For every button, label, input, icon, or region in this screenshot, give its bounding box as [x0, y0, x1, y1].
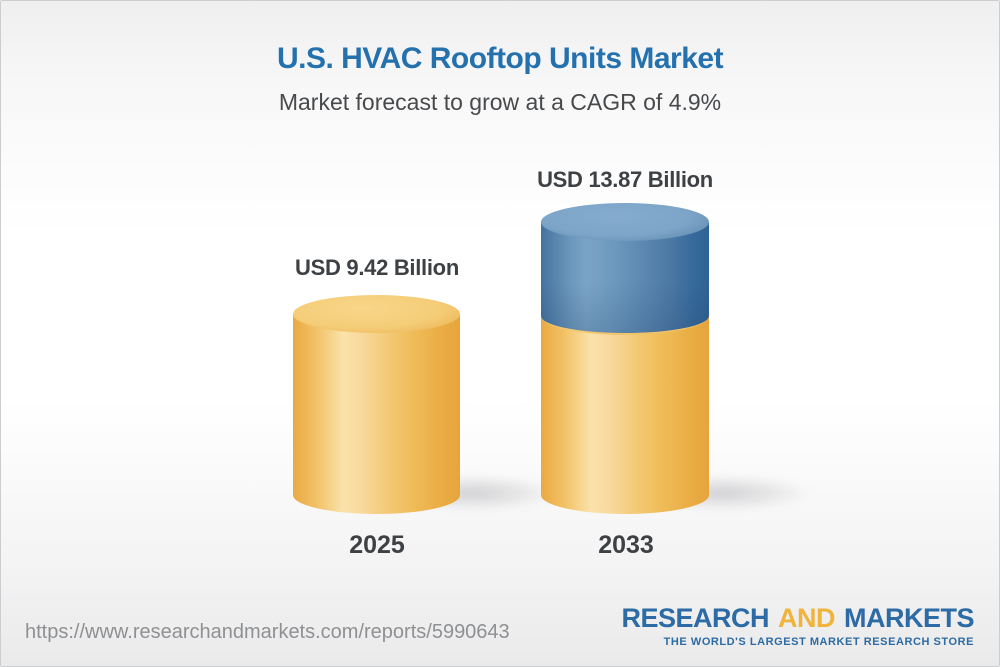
bar-2033-base-body	[541, 316, 709, 514]
bar-2033-top-cap	[541, 203, 709, 241]
logo-word-research: RESEARCH	[621, 603, 769, 633]
bar-2025-body	[293, 314, 460, 514]
bar-2025-top-cap	[293, 295, 460, 333]
logo-word-and: AND	[778, 603, 836, 633]
chart-title: U.S. HVAC Rooftop Units Market	[276, 42, 724, 75]
researchandmarkets-logo: RESEARCH AND MARKETS THE WORLD'S LARGEST…	[621, 604, 974, 648]
axis-label-2033: 2033	[598, 531, 654, 559]
source-url: https://www.researchandmarkets.com/repor…	[25, 621, 510, 643]
logo-word-markets: MARKETS	[844, 603, 975, 633]
chart-subtitle: Market forecast to grow at a CAGR of 4.9…	[278, 89, 722, 115]
logo-wordmark: RESEARCH AND MARKETS	[621, 604, 974, 632]
value-label-2025: USD 9.42 Billion	[295, 255, 459, 280]
axis-label-2025: 2025	[349, 531, 405, 559]
bar-2025-cylinder	[293, 295, 460, 514]
bar-2033-cylinder	[541, 203, 709, 514]
value-label-2033: USD 13.87 Billion	[537, 167, 713, 192]
logo-tagline: THE WORLD'S LARGEST MARKET RESEARCH STOR…	[663, 636, 974, 648]
